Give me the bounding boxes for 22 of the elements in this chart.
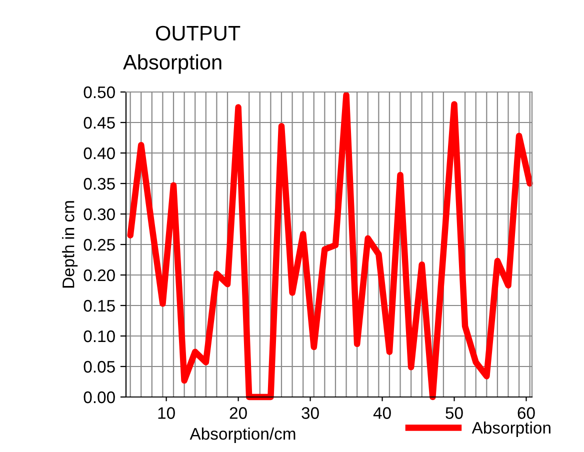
chart-title: OUTPUT xyxy=(156,26,240,41)
y-tick-label: 0.30 xyxy=(84,208,115,220)
y-tick-label: 0.35 xyxy=(84,178,115,190)
y-tick-label: 0.45 xyxy=(84,116,115,129)
x-tick-label: 40 xyxy=(373,407,391,419)
y-tick-label: 0.00 xyxy=(84,391,115,404)
y-axis-title: Depth in cm xyxy=(62,201,78,288)
x-tick-label: 20 xyxy=(230,407,247,419)
x-tick-label: 50 xyxy=(446,407,463,419)
y-tick-label: 0.15 xyxy=(84,300,115,312)
legend-label: Absorption xyxy=(472,421,550,437)
chart-subtitle: Absorption xyxy=(123,54,222,74)
y-tick-label: 0.10 xyxy=(84,330,115,342)
y-tick-label: 0.20 xyxy=(84,269,115,282)
y-tick-label: 0.25 xyxy=(84,238,115,251)
x-tick-label: 60 xyxy=(518,407,535,419)
y-tick-label: 0.40 xyxy=(84,147,115,160)
y-tick-label: 0.05 xyxy=(84,360,115,373)
x-axis-title: Absorption/cm xyxy=(190,428,296,444)
x-tick-label: 10 xyxy=(158,407,175,419)
y-tick-label: 0.50 xyxy=(84,86,115,98)
x-tick-label: 30 xyxy=(302,407,319,419)
